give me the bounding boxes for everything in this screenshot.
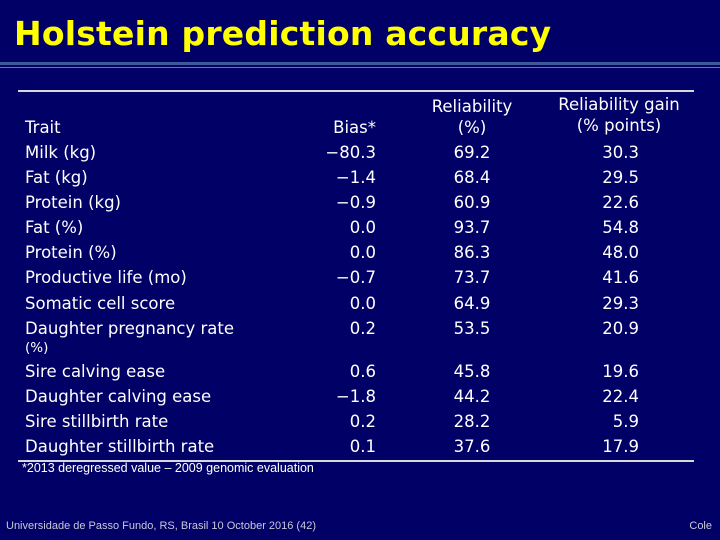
header-reliability-gain: Reliability gain (% points) bbox=[538, 94, 700, 136]
table-row-reliability: 64.9 bbox=[453, 294, 491, 313]
table-row-gain: 48.0 bbox=[602, 243, 639, 262]
table-row-trait: Productive life (mo) bbox=[25, 268, 187, 287]
table-row-reliability: 68.4 bbox=[453, 168, 491, 187]
table-row-trait: Sire calving ease bbox=[25, 362, 166, 381]
header-bias: Bias* bbox=[333, 118, 376, 137]
table-row-gain: 54.8 bbox=[602, 218, 639, 237]
table-row-reliability: 69.2 bbox=[453, 143, 491, 162]
header-gain-line1: Reliability gain bbox=[558, 95, 680, 114]
table-row-bias: 0.0 bbox=[349, 294, 376, 313]
table-row-bias: 0.2 bbox=[349, 319, 376, 338]
table-row-bias: −1.4 bbox=[335, 168, 376, 187]
table-row-trait: Milk (kg) bbox=[25, 143, 97, 162]
table-row-bias: −0.9 bbox=[335, 193, 376, 212]
table-row-gain: 22.6 bbox=[602, 193, 639, 212]
table-row-gain: 17.9 bbox=[602, 437, 639, 456]
title-divider-thin bbox=[0, 67, 720, 68]
title-divider bbox=[0, 62, 720, 65]
header-reliability: Reliability (%) bbox=[410, 96, 534, 138]
footnote: *2013 deregressed value – 2009 genomic e… bbox=[22, 461, 314, 475]
footer-author: Cole bbox=[689, 520, 712, 532]
table-row-trait: Sire stillbirth rate bbox=[25, 412, 169, 431]
table-row-bias: −80.3 bbox=[325, 143, 376, 162]
table-row-bias: 0.2 bbox=[349, 412, 376, 431]
table-row-gain: 20.9 bbox=[602, 319, 639, 338]
table-row-reliability: 93.7 bbox=[453, 218, 491, 237]
table-row-trait-continued: (%) bbox=[25, 340, 49, 356]
table-row-reliability: 60.9 bbox=[453, 193, 491, 212]
table-row-reliability: 45.8 bbox=[453, 362, 491, 381]
footer-citation: Universidade de Passo Fundo, RS, Brasil … bbox=[6, 520, 316, 532]
header-gain-line2: (% points) bbox=[576, 116, 662, 135]
table-row-bias: 0.0 bbox=[349, 243, 376, 262]
table-top-rule bbox=[18, 90, 694, 92]
table-row-bias: 0.6 bbox=[349, 362, 376, 381]
table-row-trait: Somatic cell score bbox=[25, 294, 176, 313]
table-row-gain: 41.6 bbox=[602, 268, 639, 287]
table-row-reliability: 73.7 bbox=[453, 268, 491, 287]
table-row-gain: 29.5 bbox=[602, 168, 639, 187]
table-row-trait: Protein (kg) bbox=[25, 193, 121, 212]
table-row-gain: 22.4 bbox=[602, 387, 639, 406]
table-row-reliability: 44.2 bbox=[453, 387, 491, 406]
table-bottom-rule bbox=[18, 460, 694, 462]
table-row-trait: Fat (%) bbox=[25, 218, 84, 237]
table-row-gain: 5.9 bbox=[612, 412, 639, 431]
table-row-reliability: 37.6 bbox=[453, 437, 491, 456]
table-row-trait: Daughter calving ease bbox=[25, 387, 212, 406]
table-row-gain: 30.3 bbox=[602, 143, 639, 162]
header-reliability-line1: Reliability bbox=[431, 97, 513, 116]
table-row-trait: Fat (kg) bbox=[25, 168, 88, 187]
page-title: Holstein prediction accuracy bbox=[14, 14, 552, 53]
table-row-reliability: 86.3 bbox=[453, 243, 491, 262]
table-row-reliability: 53.5 bbox=[453, 319, 491, 338]
table-row-gain: 19.6 bbox=[602, 362, 639, 381]
table-row-gain: 29.3 bbox=[602, 294, 639, 313]
table-row-trait: Daughter pregnancy rate bbox=[25, 319, 234, 338]
header-reliability-line2: (%) bbox=[457, 118, 487, 137]
header-trait: Trait bbox=[25, 118, 61, 137]
table-row-bias: 0.0 bbox=[349, 218, 376, 237]
table-row-reliability: 28.2 bbox=[453, 412, 491, 431]
table-row-bias: −1.8 bbox=[335, 387, 376, 406]
table-row-bias: 0.1 bbox=[349, 437, 376, 456]
table-row-trait: Protein (%) bbox=[25, 243, 117, 262]
table-row-bias: −0.7 bbox=[335, 268, 376, 287]
table-row-trait: Daughter stillbirth rate bbox=[25, 437, 215, 456]
